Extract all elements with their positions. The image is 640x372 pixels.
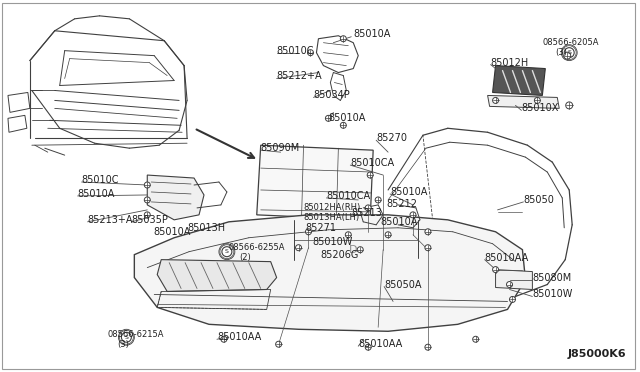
Text: 85212: 85212 [386, 199, 417, 209]
Circle shape [506, 282, 513, 288]
Text: J85000K6: J85000K6 [567, 349, 626, 359]
Text: 85010A: 85010A [380, 217, 417, 227]
Circle shape [222, 247, 232, 257]
Text: D: D [349, 245, 358, 255]
Circle shape [365, 205, 371, 211]
Text: 85010A: 85010A [353, 29, 390, 39]
Circle shape [296, 245, 301, 251]
Text: 85010C: 85010C [276, 46, 314, 56]
Text: 85010CA: 85010CA [350, 158, 394, 168]
Text: 85213+A: 85213+A [88, 215, 133, 225]
Circle shape [307, 50, 314, 56]
Circle shape [340, 122, 346, 128]
Circle shape [385, 232, 391, 238]
Polygon shape [157, 260, 276, 292]
Text: 85080M: 85080M [532, 273, 572, 283]
Text: 85050A: 85050A [384, 279, 422, 289]
Text: 85010AA: 85010AA [358, 339, 403, 349]
Text: 85013HA(LH): 85013HA(LH) [303, 214, 360, 222]
Circle shape [493, 97, 499, 103]
Circle shape [425, 245, 431, 251]
Circle shape [122, 332, 131, 342]
Circle shape [144, 212, 150, 218]
Text: 08566-6255A: 08566-6255A [229, 243, 285, 252]
Text: 85012H: 85012H [491, 58, 529, 68]
Text: 85010W: 85010W [532, 289, 573, 299]
Circle shape [340, 36, 346, 42]
Circle shape [534, 97, 540, 103]
Circle shape [564, 52, 571, 59]
Text: 08566-6215A: 08566-6215A [108, 330, 164, 339]
Circle shape [144, 182, 150, 188]
Circle shape [425, 229, 431, 235]
Circle shape [410, 212, 416, 218]
Circle shape [375, 197, 381, 203]
Text: 85034P: 85034P [314, 90, 350, 100]
Text: 85010W: 85010W [312, 237, 353, 247]
Circle shape [276, 341, 282, 347]
Text: 85010A: 85010A [390, 187, 428, 197]
Text: (3): (3) [556, 48, 567, 57]
Polygon shape [257, 145, 373, 220]
Circle shape [305, 229, 312, 235]
Text: 85010C: 85010C [81, 175, 119, 185]
Text: 85010A: 85010A [328, 113, 366, 124]
Text: 08566-6205A: 08566-6205A [542, 38, 599, 47]
Text: (2): (2) [239, 253, 251, 262]
Circle shape [144, 197, 150, 203]
Polygon shape [495, 270, 532, 289]
Circle shape [367, 172, 373, 178]
Circle shape [221, 336, 227, 342]
Circle shape [564, 48, 574, 58]
Text: 85010AA: 85010AA [217, 332, 261, 342]
Circle shape [365, 344, 371, 350]
Text: (3): (3) [117, 340, 129, 349]
Circle shape [493, 267, 499, 273]
Text: 85010CA: 85010CA [326, 191, 371, 201]
Text: 85206G: 85206G [321, 250, 359, 260]
Text: 85012HA(RH): 85012HA(RH) [303, 203, 361, 212]
Circle shape [425, 344, 431, 350]
Text: S: S [225, 249, 229, 254]
Text: S: S [124, 335, 128, 340]
Polygon shape [134, 215, 525, 331]
Text: 85035P: 85035P [131, 215, 168, 225]
Text: 85213: 85213 [351, 208, 382, 218]
Text: 85050: 85050 [524, 195, 554, 205]
Polygon shape [147, 175, 204, 220]
Text: 85010A: 85010A [77, 189, 115, 199]
Circle shape [346, 232, 351, 238]
Circle shape [357, 247, 364, 253]
Text: 85010AA: 85010AA [484, 253, 529, 263]
Text: 85010A: 85010A [153, 227, 191, 237]
Text: 85212+A: 85212+A [276, 71, 323, 81]
Text: 85010X: 85010X [522, 103, 559, 113]
Text: 85271: 85271 [305, 223, 337, 233]
Circle shape [473, 336, 479, 342]
Circle shape [509, 296, 515, 302]
Polygon shape [493, 65, 545, 96]
Text: 85013H: 85013H [187, 223, 225, 233]
Text: 85090M: 85090M [260, 143, 300, 153]
Polygon shape [488, 96, 559, 108]
Circle shape [325, 115, 332, 121]
Text: S: S [567, 50, 571, 55]
Circle shape [566, 102, 573, 109]
Text: 85270: 85270 [376, 133, 407, 143]
